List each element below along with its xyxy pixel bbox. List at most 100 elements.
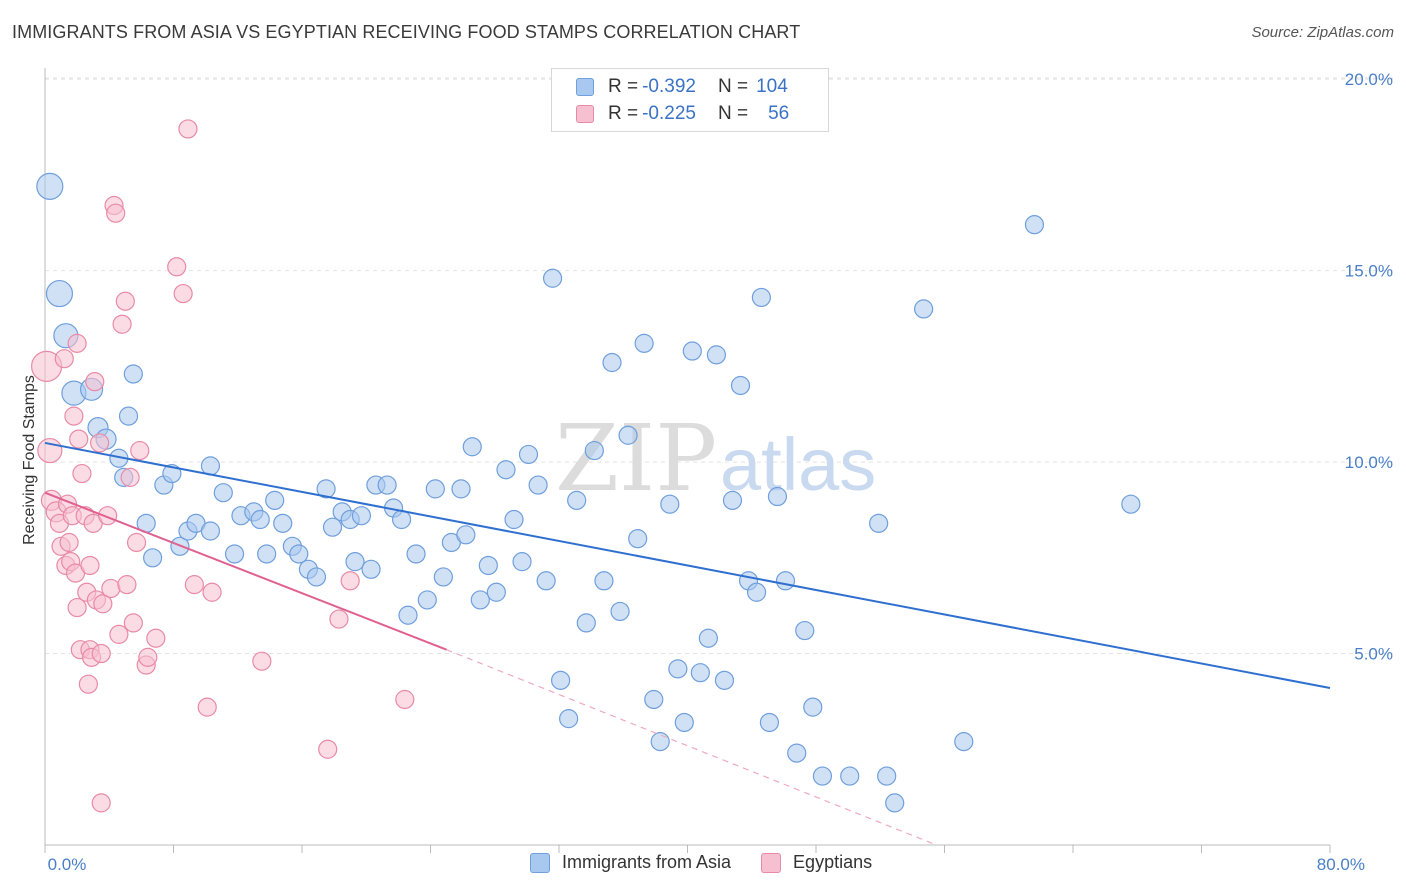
y-tick-label: 15.0% bbox=[1345, 262, 1393, 281]
egyptian-point bbox=[69, 429, 89, 449]
asia-point bbox=[361, 559, 381, 579]
asia-point bbox=[451, 479, 471, 499]
series-asia-points bbox=[36, 172, 1141, 813]
egyptian-point bbox=[90, 433, 110, 453]
asia-point bbox=[45, 279, 74, 308]
asia-point bbox=[706, 345, 727, 365]
asia-point bbox=[345, 552, 365, 572]
asia-point bbox=[954, 732, 974, 752]
egyptian-point bbox=[178, 119, 198, 139]
series-legend-swatch-asia bbox=[530, 852, 550, 873]
legend-r-label: R = bbox=[608, 76, 639, 97]
asia-point bbox=[536, 571, 556, 591]
asia-point bbox=[877, 766, 897, 786]
y-tick-label: 5.0% bbox=[1354, 645, 1393, 664]
asia-point bbox=[391, 509, 412, 530]
asia-point bbox=[787, 743, 807, 763]
egyptian-point bbox=[117, 575, 137, 595]
legend-row-egyptians: R = -0.225 N = 56 bbox=[576, 102, 789, 126]
asia-point bbox=[398, 605, 418, 625]
asia-point bbox=[674, 712, 694, 733]
legend-row-asia: R = -0.392 N = 104 bbox=[576, 75, 788, 99]
asia-point bbox=[316, 479, 336, 499]
y-tick-label: 20.0% bbox=[1345, 70, 1393, 89]
asia-point bbox=[1024, 215, 1045, 235]
asia-point bbox=[869, 513, 889, 533]
asia-point bbox=[351, 506, 372, 526]
asia-point bbox=[885, 793, 905, 813]
egyptian-point bbox=[252, 651, 272, 671]
asia-point bbox=[257, 544, 277, 564]
legend-n-label: N = bbox=[717, 103, 749, 124]
asia-point bbox=[628, 529, 648, 549]
egyptian-point bbox=[93, 594, 113, 614]
watermark: ZIP atlas bbox=[555, 405, 876, 512]
asia-point bbox=[795, 620, 815, 641]
egyptian-point bbox=[146, 628, 166, 648]
asia-point bbox=[690, 663, 710, 683]
egyptian-point bbox=[112, 314, 132, 334]
legend-r-value: -0.225 bbox=[642, 103, 696, 124]
asia-point bbox=[594, 571, 614, 591]
asia-point bbox=[775, 571, 796, 591]
egyptian-point bbox=[395, 689, 415, 710]
asia-point bbox=[759, 712, 780, 733]
egyptian-point bbox=[64, 406, 84, 426]
asia-point bbox=[162, 463, 182, 484]
asia-point bbox=[803, 697, 823, 717]
egyptian-point bbox=[78, 674, 98, 694]
asia-point bbox=[751, 287, 771, 308]
egyptian-point bbox=[197, 697, 217, 717]
x-tick-label: 80.0% bbox=[1317, 855, 1365, 874]
series-legend-label-egyptians: Egyptians bbox=[793, 852, 873, 872]
asia-point bbox=[650, 732, 670, 752]
legend-n-value: 104 bbox=[756, 76, 788, 97]
trend-line-egyptians-extension bbox=[446, 649, 937, 846]
egyptian-point bbox=[37, 437, 63, 464]
tick-labels: 5.0% 10.0% 15.0% 20.0% 0.0% 80.0% bbox=[48, 70, 1393, 874]
egyptian-point bbox=[67, 597, 87, 618]
y-tick-label: 10.0% bbox=[1345, 453, 1393, 472]
asia-point bbox=[306, 567, 327, 587]
legend-swatch-asia bbox=[576, 78, 594, 96]
asia-point bbox=[914, 299, 934, 319]
egyptian-point bbox=[184, 575, 204, 595]
asia-point bbox=[698, 628, 718, 648]
trend-lines bbox=[44, 441, 1331, 846]
asia-point bbox=[634, 333, 654, 353]
egyptian-point bbox=[120, 467, 140, 487]
asia-point bbox=[250, 509, 270, 530]
asia-point bbox=[200, 521, 221, 541]
egyptian-point bbox=[72, 463, 92, 484]
x-tick-label: 0.0% bbox=[48, 855, 87, 874]
trend-line-asia bbox=[44, 441, 1331, 689]
asia-point bbox=[512, 552, 532, 572]
series-legend-egyptians: Egyptians bbox=[761, 852, 872, 873]
asia-point bbox=[377, 475, 397, 495]
asia-point bbox=[722, 490, 743, 510]
egyptian-point bbox=[202, 582, 222, 602]
legend-r-label: R = bbox=[608, 103, 639, 124]
egyptian-point bbox=[109, 624, 129, 644]
asia-point bbox=[462, 437, 482, 457]
legend-r-value: -0.392 bbox=[642, 76, 696, 97]
legend-swatch-egyptians bbox=[576, 105, 594, 123]
egyptian-point bbox=[67, 333, 87, 353]
egyptian-point bbox=[173, 283, 193, 304]
asia-point bbox=[425, 479, 445, 499]
asia-point bbox=[200, 456, 221, 476]
asia-point bbox=[714, 670, 735, 690]
watermark-atlas: atlas bbox=[720, 423, 876, 506]
asia-point bbox=[746, 582, 767, 602]
asia-point bbox=[456, 525, 476, 545]
series-legend-swatch-egyptians bbox=[761, 852, 782, 873]
egyptian-point bbox=[340, 571, 360, 591]
asia-point bbox=[406, 544, 426, 564]
egyptian-point bbox=[318, 739, 338, 759]
correlation-legend: R = -0.392 N = 104 R = -0.225 N = 56 bbox=[551, 68, 829, 132]
asia-point bbox=[213, 483, 233, 503]
egyptian-point bbox=[91, 643, 111, 664]
asia-point bbox=[518, 444, 539, 465]
egyptian-point bbox=[167, 257, 187, 277]
asia-point bbox=[542, 268, 563, 288]
